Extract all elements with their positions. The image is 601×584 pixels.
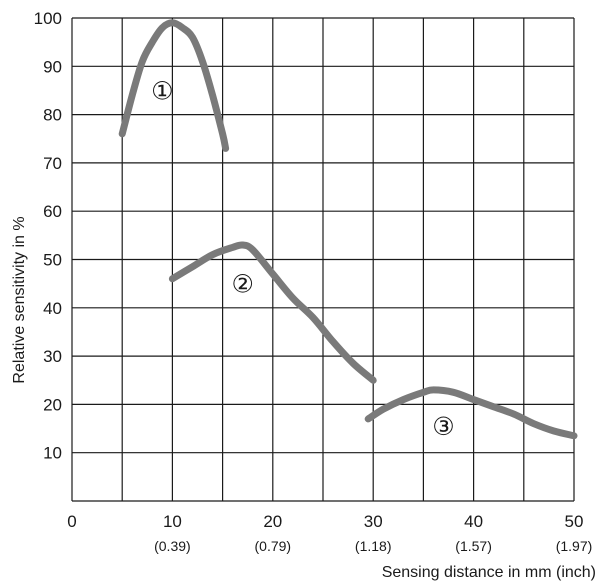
series-curve-2: [168, 241, 377, 384]
x-tick-inch-label: (1.97): [556, 538, 593, 554]
y-tick-label: 50: [43, 251, 62, 270]
curve-label-3: ③: [432, 412, 454, 441]
y-tick-label: 100: [34, 9, 62, 28]
x-tick-inch-label: (1.18): [355, 538, 392, 554]
series-curves: [118, 19, 578, 440]
y-tick-label: 20: [43, 395, 62, 414]
series-curve-1: [118, 19, 230, 152]
y-tick-label: 40: [43, 299, 62, 318]
x-tick-inch-label: (1.57): [455, 538, 492, 554]
x-tick-label: 40: [464, 512, 483, 531]
y-tick-label: 10: [43, 444, 62, 463]
x-tick-label: 50: [565, 512, 584, 531]
curve-label-2: ②: [231, 270, 253, 299]
x-axis-ticks: 0 10 (0.39) 20 (0.79) 30 (1.18) 40 (1.57) 50 (1.97…: [67, 512, 592, 554]
series-curve-3: [364, 386, 578, 440]
y-tick-label: 30: [43, 347, 62, 366]
x-axis-title: Sensing distance in mm (inch): [382, 564, 596, 581]
x-tick-label: 30: [364, 512, 383, 531]
grid: [71, 17, 575, 502]
y-axis-title: Relative sensitivity in %: [11, 216, 28, 383]
x-tick-label: 20: [263, 512, 282, 531]
y-tick-label: 80: [43, 106, 62, 125]
x-tick-label: 10: [163, 512, 182, 531]
curve-labels: ① ② ③: [151, 76, 455, 441]
x-tick-inch-label: (0.79): [255, 538, 292, 554]
y-tick-label: 90: [43, 57, 62, 76]
y-tick-label: 60: [43, 202, 62, 221]
x-tick-inch-label: (0.39): [154, 538, 191, 554]
curve-label-1: ①: [151, 76, 173, 105]
y-tick-label: 70: [43, 154, 62, 173]
y-axis-ticks: 10 20 30 40 50 60 70 80 90 100: [34, 9, 62, 463]
x-tick-label: 0: [67, 512, 76, 531]
